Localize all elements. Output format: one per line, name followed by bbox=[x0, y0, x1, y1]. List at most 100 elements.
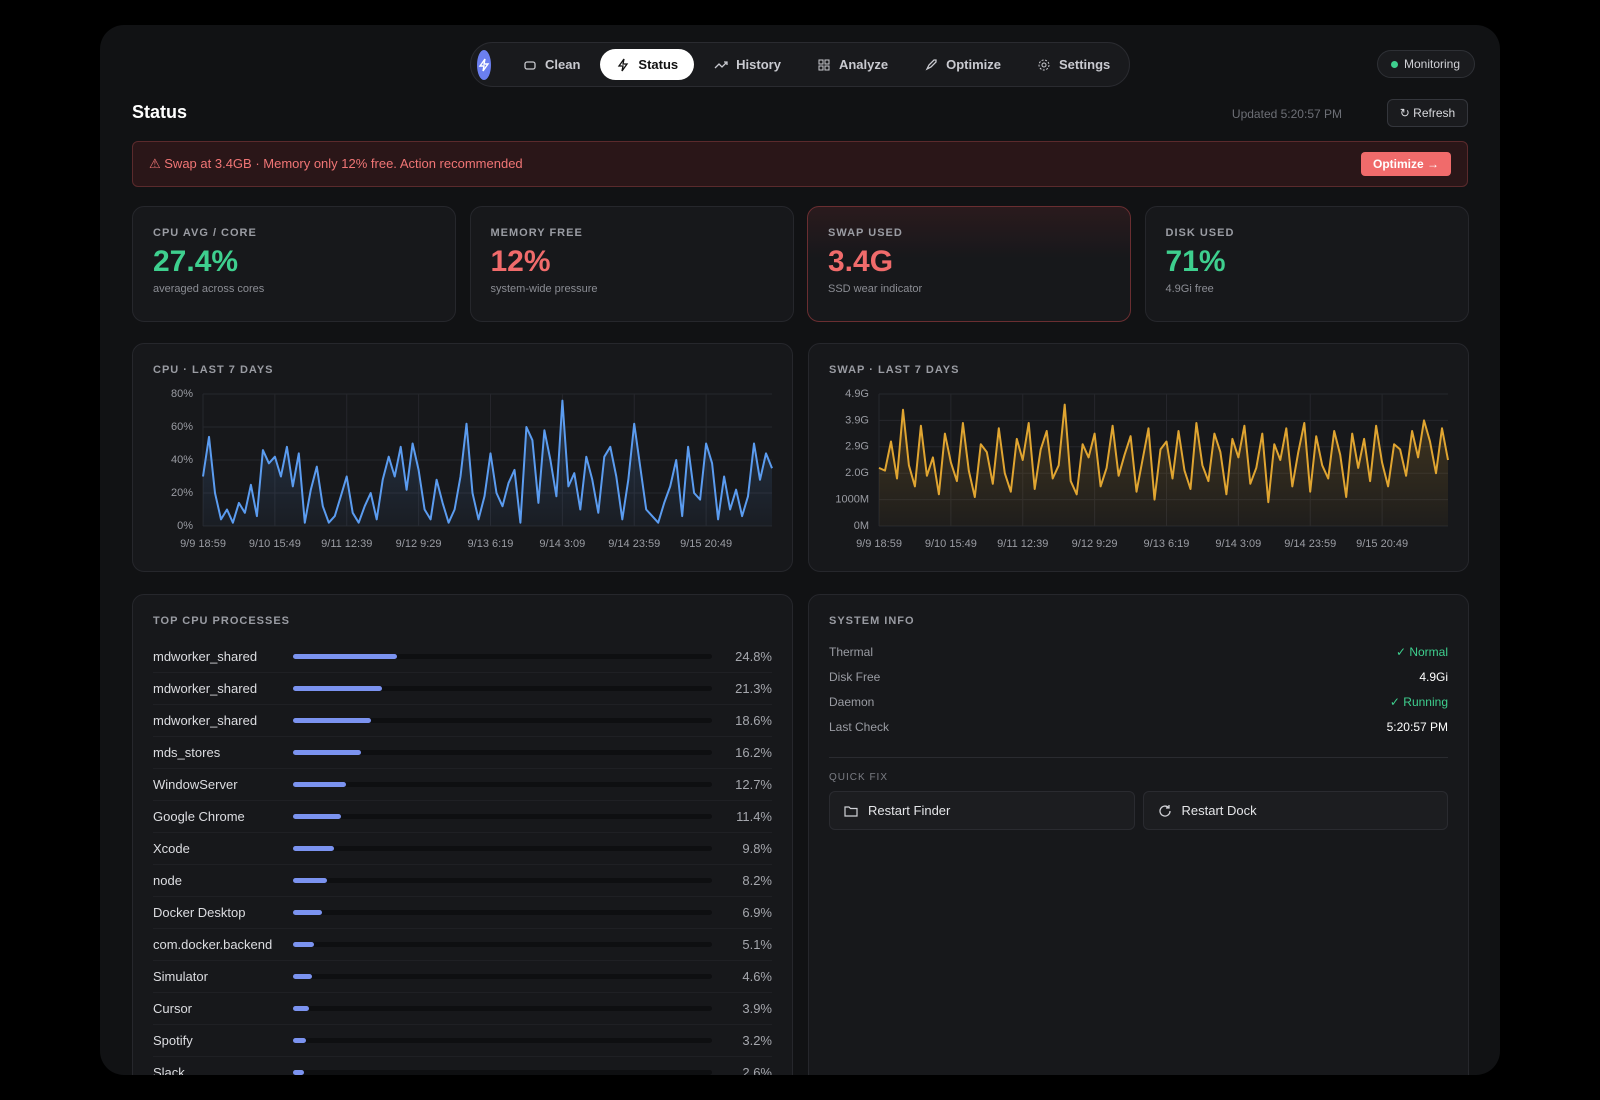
stat-sub: averaged across cores bbox=[153, 283, 265, 295]
stat-sub: 4.9Gi free bbox=[1165, 283, 1214, 295]
stat-label: CPU AVG / CORE bbox=[153, 227, 257, 239]
process-name: mdworker_shared bbox=[153, 681, 258, 696]
x-tick-label: 9/13 6:19 bbox=[1144, 538, 1190, 550]
process-row: mdworker_shared 24.8% bbox=[153, 641, 772, 673]
process-name: mdworker_shared bbox=[153, 713, 258, 728]
stat-label: DISK USED bbox=[1165, 227, 1235, 239]
bar bbox=[293, 718, 371, 723]
chart-card: CPU · LAST 7 DAYS 0% 20% 40% 60% 80% 9/9 18:59… bbox=[132, 343, 793, 572]
process-value: 16.2% bbox=[735, 745, 772, 760]
section-title: SYSTEM INFO bbox=[829, 615, 915, 627]
nav-label: History bbox=[736, 57, 781, 72]
bar-track bbox=[293, 718, 712, 723]
stat-sub: system-wide pressure bbox=[490, 283, 598, 295]
process-value: 4.6% bbox=[742, 969, 772, 984]
stat-card: CPU AVG / CORE 27.4% averaged across cores bbox=[132, 206, 456, 322]
process-row: Simulator 4.6% bbox=[153, 961, 772, 993]
nav-tab[interactable]: Optimize bbox=[908, 49, 1017, 80]
nav-tab[interactable]: History bbox=[698, 49, 797, 80]
chart: 0M 1000M 2.0G 2.9G 3.9G 4.9G 9/9 18:59 9/10 15:… bbox=[835, 388, 1449, 550]
bar-track bbox=[293, 686, 712, 691]
process-value: 11.4% bbox=[736, 809, 772, 824]
button-icon bbox=[844, 805, 858, 817]
process-value: 3.9% bbox=[742, 1001, 772, 1016]
refresh-button[interactable]: ↻ Refresh bbox=[1387, 99, 1468, 127]
monitoring-badge[interactable]: Monitoring bbox=[1376, 50, 1475, 78]
stat-label: SWAP USED bbox=[828, 227, 903, 239]
process-value: 6.9% bbox=[742, 905, 772, 920]
alert-text: ⚠ Swap at 3.4GB · Memory only 12% free. … bbox=[149, 156, 523, 171]
nav-tab[interactable]: Settings bbox=[1021, 49, 1126, 80]
bar bbox=[293, 878, 328, 883]
process-row: com.docker.backend 5.1% bbox=[153, 929, 772, 961]
chart: 0% 20% 40% 60% 80% 9/9 18:59 9/10 15:49 9/11 12… bbox=[171, 388, 773, 550]
info-label: Daemon bbox=[829, 694, 875, 709]
bar-track bbox=[293, 1070, 712, 1075]
process-row: mds_stores 16.2% bbox=[153, 737, 772, 769]
process-row: node 8.2% bbox=[153, 865, 772, 897]
bar bbox=[293, 814, 341, 819]
process-name: WindowServer bbox=[153, 777, 238, 792]
nav-icon bbox=[1038, 59, 1050, 70]
nav-label: Optimize bbox=[946, 57, 1001, 72]
info-value: 5:20:57 PM bbox=[1386, 719, 1448, 734]
x-tick-label: 9/12 9:29 bbox=[396, 538, 442, 550]
info-row: Thermal ✓ Normal bbox=[829, 639, 1448, 664]
bar bbox=[293, 686, 383, 691]
section-title: TOP CPU PROCESSES bbox=[153, 615, 291, 627]
process-row: WindowServer 12.7% bbox=[153, 769, 772, 801]
area bbox=[203, 400, 772, 526]
y-tick-label: 2.0G bbox=[845, 467, 869, 479]
y-tick-label: 4.9G bbox=[845, 388, 869, 400]
nav-tab[interactable]: Status bbox=[600, 49, 695, 80]
bar bbox=[293, 974, 313, 979]
x-tick-label: 9/13 6:19 bbox=[468, 538, 514, 550]
bar bbox=[293, 750, 361, 755]
line bbox=[878, 403, 1449, 504]
process-name: Spotify bbox=[153, 1033, 193, 1048]
stat-card: SWAP USED 3.4G SSD wear indicator bbox=[807, 206, 1131, 322]
y-tick-label: 60% bbox=[171, 421, 193, 433]
y-tick-label: 2.9G bbox=[845, 441, 869, 453]
nav-tab[interactable]: Clean bbox=[507, 49, 596, 80]
nav-label: Analyze bbox=[838, 57, 889, 72]
nav-label: Clean bbox=[545, 57, 581, 72]
process-name: Simulator bbox=[153, 969, 208, 984]
process-value: 8.2% bbox=[742, 873, 772, 888]
quick-fix-button[interactable]: Restart Finder bbox=[829, 791, 1135, 830]
process-value: 24.8% bbox=[735, 649, 772, 664]
updated-time: Updated 5:20:57 PM bbox=[1231, 107, 1342, 121]
y-tick-label: 80% bbox=[171, 388, 193, 400]
process-name: node bbox=[153, 873, 182, 888]
logo[interactable] bbox=[477, 49, 491, 80]
x-tick-label: 9/14 3:09 bbox=[539, 538, 585, 550]
process-value: 18.6% bbox=[735, 713, 772, 728]
nav-icon bbox=[818, 59, 830, 70]
page-title: Status bbox=[132, 102, 188, 122]
bar-track bbox=[293, 1006, 712, 1011]
y-tick-label: 1000M bbox=[835, 494, 869, 506]
process-value: 9.8% bbox=[742, 841, 772, 856]
area bbox=[879, 404, 1448, 526]
bar bbox=[293, 910, 322, 915]
quick-fix-button[interactable]: Restart Dock bbox=[1142, 791, 1448, 830]
stat-card: DISK USED 71% 4.9Gi free bbox=[1144, 206, 1469, 322]
process-row: Google Chrome 11.4% bbox=[153, 801, 772, 833]
info-row: Last Check 5:20:57 PM bbox=[829, 714, 1448, 739]
process-row: Slack 2.6% bbox=[153, 1057, 772, 1075]
bar-track bbox=[293, 974, 712, 979]
process-name: Slack bbox=[153, 1065, 185, 1075]
system-card: SYSTEM INFO Thermal ✓ Normal Disk Free 4.9G… bbox=[808, 594, 1469, 1075]
x-tick-label: 9/10 15:49 bbox=[249, 538, 301, 550]
bar bbox=[293, 1006, 310, 1011]
process-row: Cursor 3.9% bbox=[153, 993, 772, 1025]
chart-title: SWAP · LAST 7 DAYS bbox=[829, 364, 960, 376]
info-value: ✓ Running bbox=[1389, 694, 1448, 709]
process-value: 5.1% bbox=[742, 937, 772, 952]
optimize-button[interactable]: Optimize → bbox=[1360, 152, 1451, 176]
x-tick-label: 9/10 15:49 bbox=[925, 538, 977, 550]
nav-tab[interactable]: Analyze bbox=[801, 49, 904, 80]
stat-value: 71% bbox=[1165, 245, 1226, 278]
y-tick-label: 0M bbox=[854, 520, 869, 532]
